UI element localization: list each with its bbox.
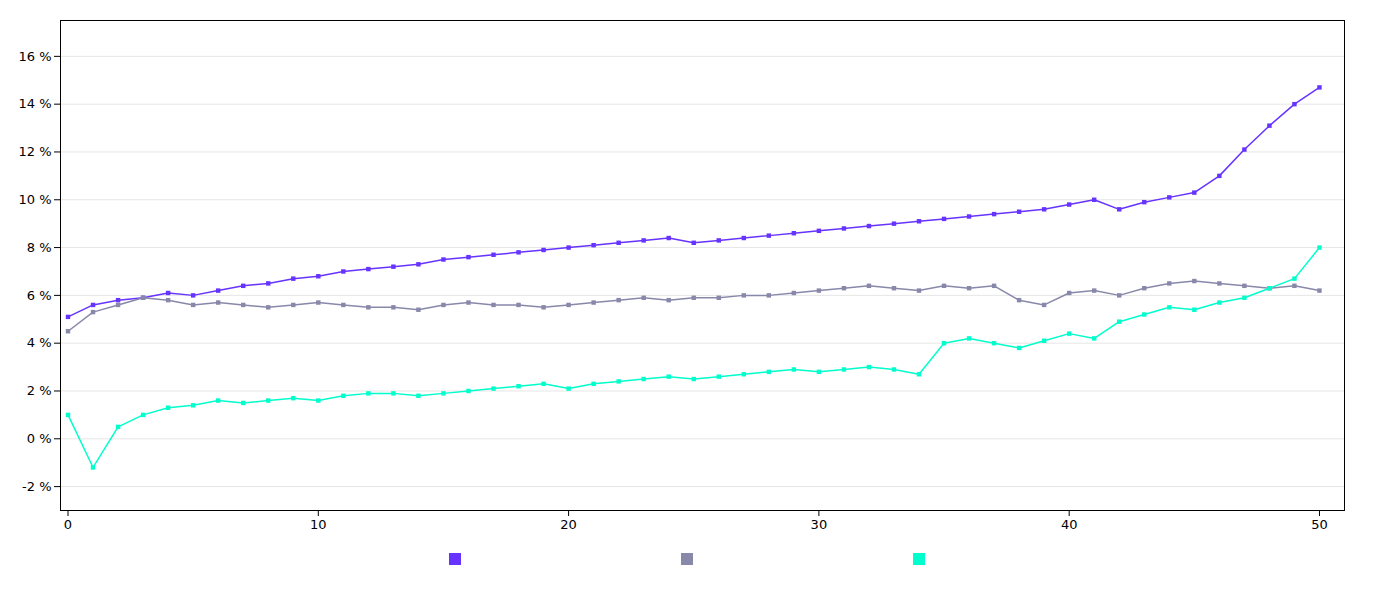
svg-text:10: 10: [310, 517, 327, 532]
svg-text:12 %: 12 %: [18, 144, 51, 159]
svg-text:6 %: 6 %: [27, 288, 52, 303]
svg-text:14 %: 14 %: [18, 96, 51, 111]
svg-text:2 %: 2 %: [27, 383, 52, 398]
svg-text:30: 30: [811, 517, 828, 532]
svg-text:50: 50: [1311, 517, 1328, 532]
svg-text:0 %: 0 %: [27, 431, 52, 446]
svg-text:10 %: 10 %: [18, 192, 51, 207]
svg-text:0: 0: [64, 517, 72, 532]
svg-text:-2 %: -2 %: [22, 479, 51, 494]
svg-text:4 %: 4 %: [27, 335, 52, 350]
svg-text:20: 20: [560, 517, 577, 532]
svg-text:8 %: 8 %: [27, 240, 52, 255]
svg-text:40: 40: [1061, 517, 1078, 532]
svg-text:16 %: 16 %: [18, 49, 51, 64]
